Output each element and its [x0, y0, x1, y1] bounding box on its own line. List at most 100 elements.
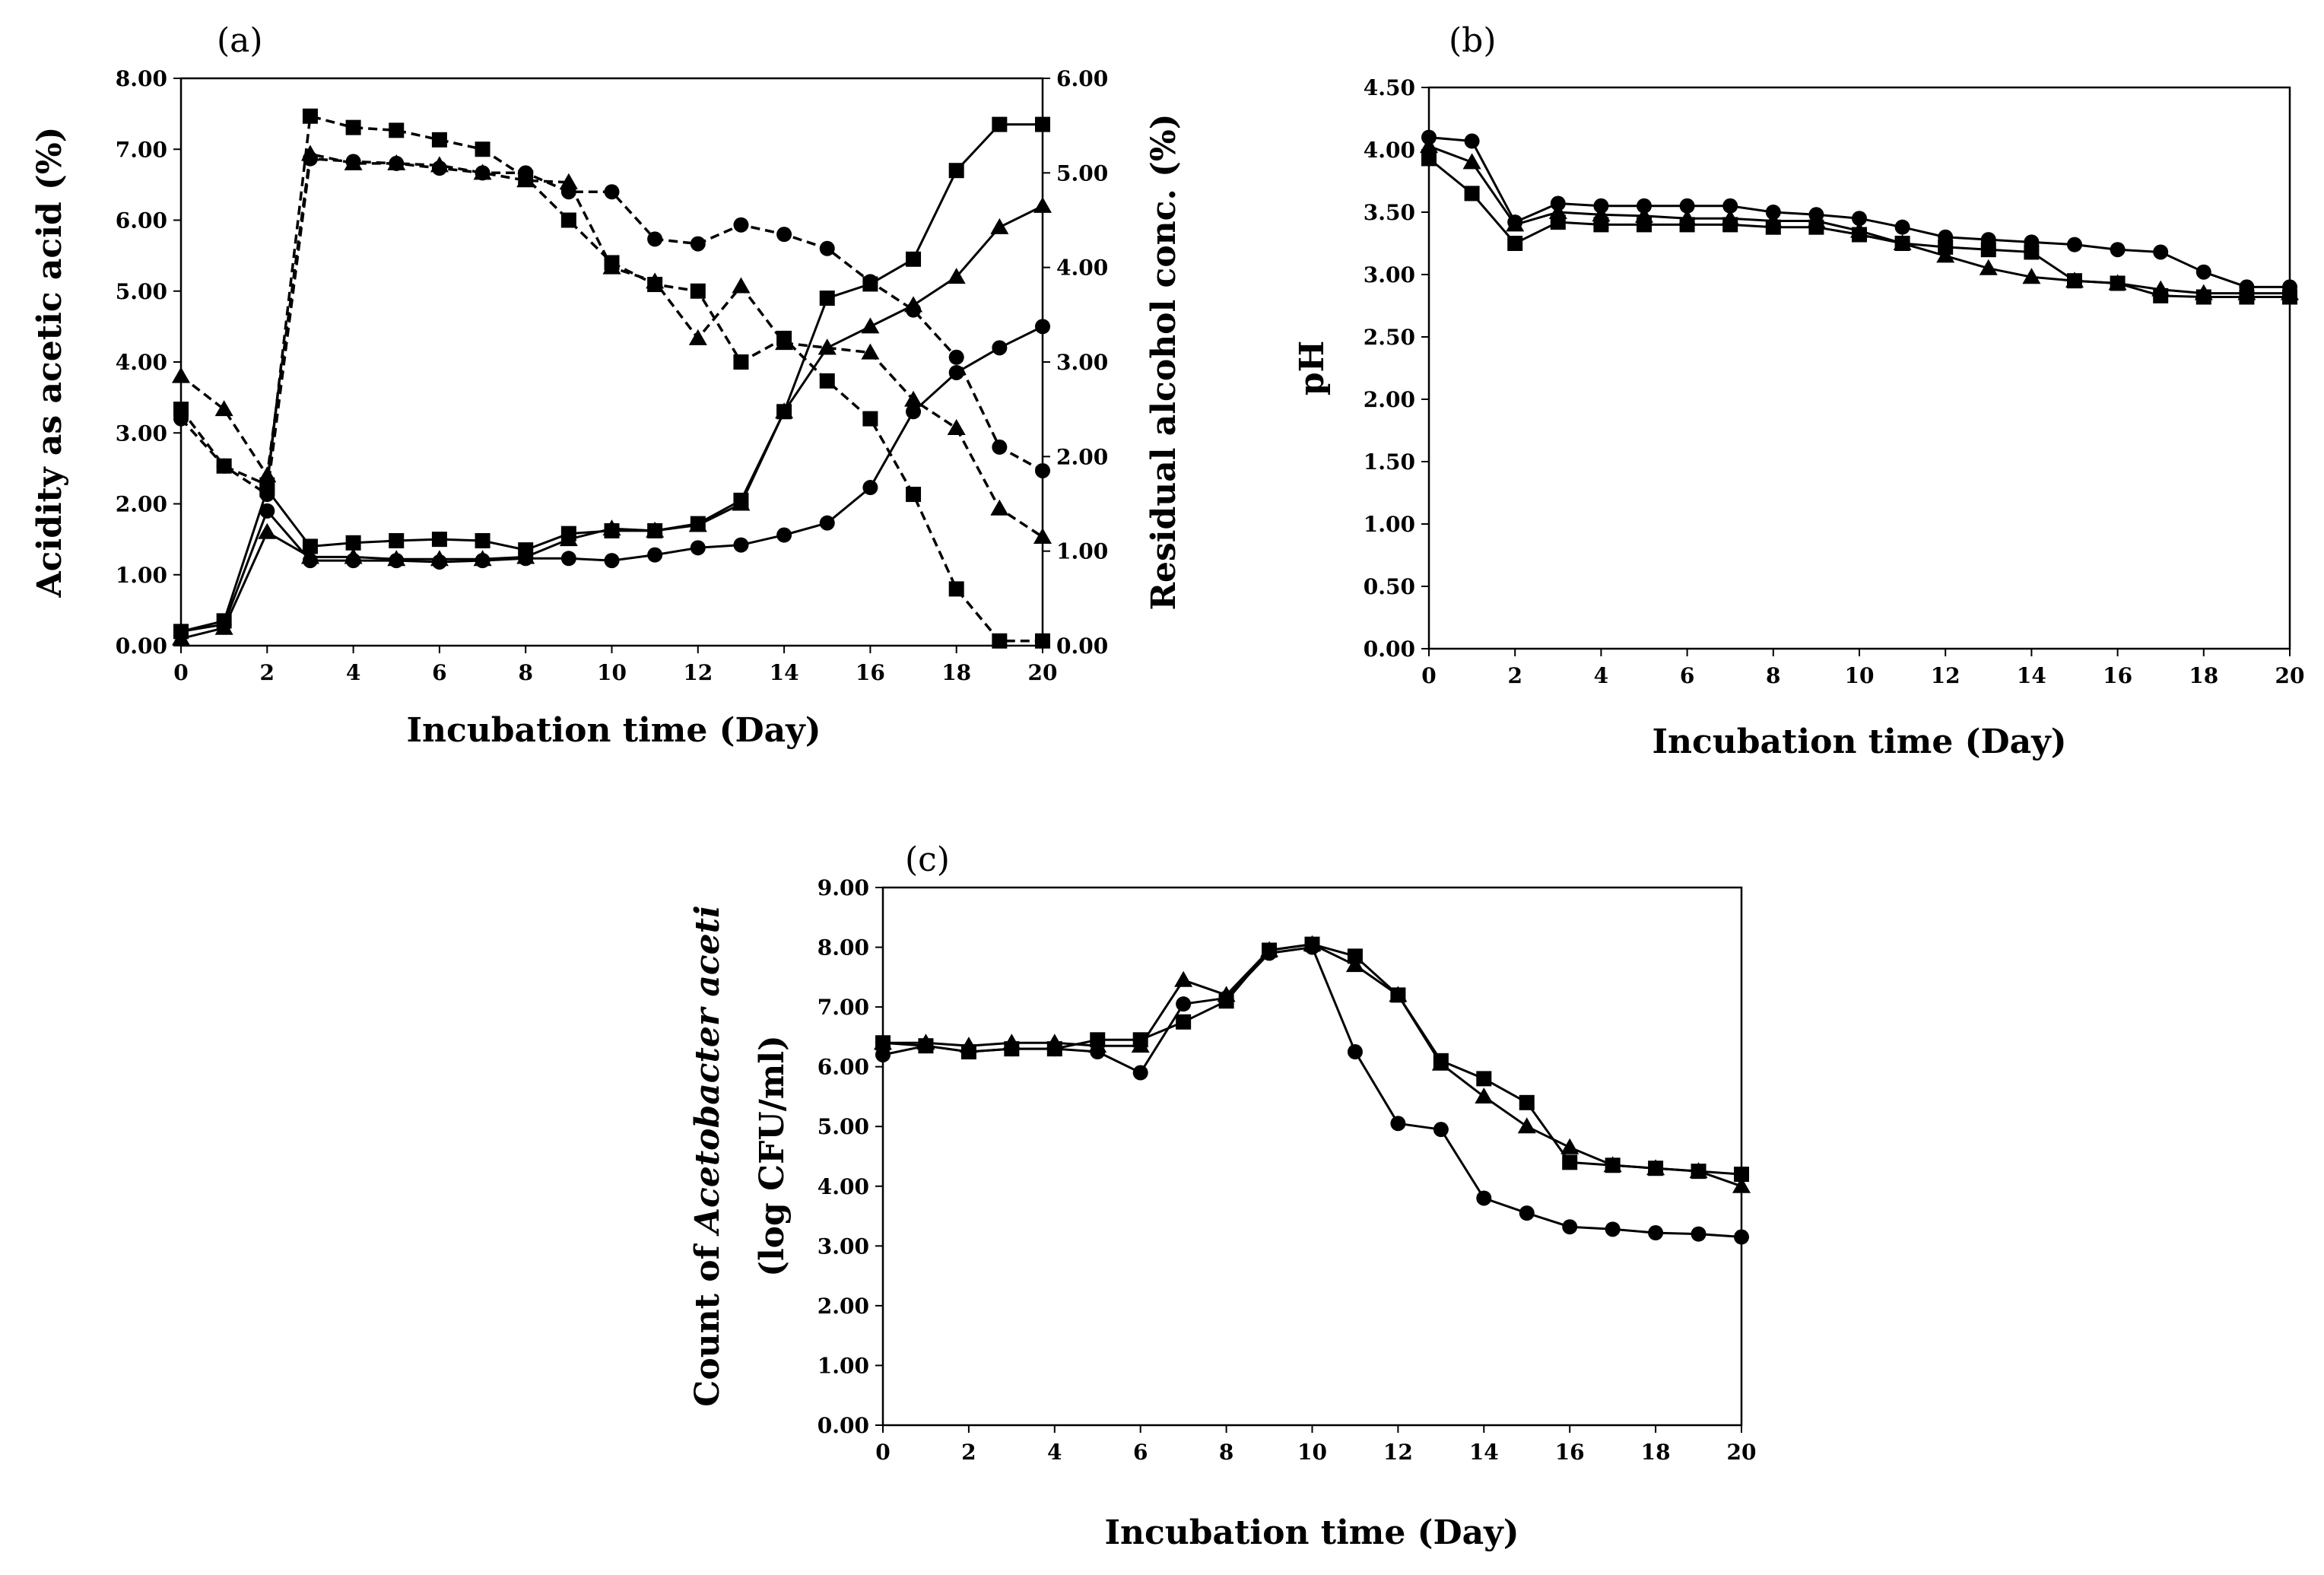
data-point-ph-square	[1808, 219, 1824, 235]
data-point-alcohol-triangle	[214, 400, 233, 417]
series-line-count-circle	[882, 946, 1742, 1238]
data-point-ph-circle	[1852, 211, 1867, 227]
data-point-alcohol-triangle	[904, 390, 923, 407]
data-point-count-square	[1090, 1032, 1106, 1048]
y-tick-label-a: 7.00	[116, 137, 167, 162]
data-point-acidity-triangle	[990, 218, 1009, 234]
x-tick-label-c: 12	[1383, 1440, 1413, 1465]
y-tick-label-b: 0.50	[1364, 574, 1415, 599]
data-point-alcohol-triangle	[732, 277, 751, 294]
x-tick-label-c: 2	[961, 1440, 976, 1465]
data-point-acidity-square	[302, 538, 318, 554]
data-point-alcohol-square	[948, 581, 964, 597]
x-tick-label-b: 0	[1421, 663, 1436, 688]
data-point-ph-square	[2024, 244, 2040, 260]
data-point-alcohol-triangle	[430, 156, 449, 173]
data-point-alcohol-triangle	[818, 338, 837, 355]
data-point-alcohol-square	[819, 373, 835, 389]
y2-tick-label-a: 2.00	[1056, 444, 1108, 469]
data-point-count-circle	[1132, 1065, 1148, 1081]
y-tick-label-b: 1.50	[1364, 449, 1415, 475]
x-tick-label-c: 4	[1047, 1440, 1062, 1465]
data-point-acidity-square	[560, 526, 576, 541]
data-point-alcohol-triangle	[861, 343, 880, 360]
x-tick-label-b: 4	[1594, 663, 1608, 688]
y-tick-label-b: 4.50	[1364, 75, 1415, 100]
data-point-alcohol-circle	[992, 439, 1008, 455]
data-point-alcohol-circle	[647, 231, 663, 247]
data-point-acidity-triangle	[473, 550, 492, 567]
data-point-acidity-circle	[259, 503, 275, 519]
data-point-alcohol-circle	[776, 227, 792, 243]
data-point-acidity-square	[948, 163, 964, 179]
data-point-alcohol-square	[733, 354, 749, 370]
data-point-acidity-circle	[690, 540, 706, 556]
y2-tick-label-a: 6.00	[1056, 66, 1108, 91]
data-point-ph-circle	[2067, 237, 2082, 252]
data-point-acidity-square	[216, 613, 232, 629]
y-tick-label-a: 8.00	[116, 66, 167, 91]
data-point-ph-triangle	[1506, 215, 1525, 232]
data-point-count-square	[1605, 1157, 1621, 1173]
x-tick-label-c: 0	[875, 1440, 890, 1465]
data-point-alcohol-square	[475, 141, 491, 157]
data-point-count-triangle	[1475, 1087, 1494, 1103]
x-tick-label-a: 8	[518, 660, 532, 685]
data-point-alcohol-square	[560, 212, 576, 228]
y-tick-label-a: 0.00	[116, 633, 167, 659]
y-tick-label-a: 3.00	[116, 421, 167, 446]
x-tick-label-b: 18	[2189, 663, 2218, 688]
y-axis-label-c-line1: Count of Acetobacter aceti	[688, 905, 727, 1406]
data-point-acidity-square	[647, 522, 663, 538]
x-tick-label-a: 14	[770, 660, 799, 685]
panel-b-label: (b)	[1449, 21, 1497, 60]
data-point-ph-circle	[1894, 219, 1910, 235]
x-tick-label-b: 20	[2275, 663, 2305, 688]
data-point-count-circle	[1433, 1122, 1449, 1138]
data-point-alcohol-square	[216, 458, 232, 474]
data-point-ph-circle	[2110, 242, 2126, 258]
x-tick-label-c: 10	[1297, 1440, 1327, 1465]
data-point-ph-square	[2110, 275, 2126, 291]
x-axis-label-b: Incubation time (Day)	[1652, 722, 2066, 761]
y2-axis-label-a: Residual alcohol conc. (%)	[1145, 113, 1183, 610]
data-point-ph-circle	[2153, 244, 2169, 260]
data-point-acidity-square	[690, 516, 706, 532]
data-point-count-square	[918, 1038, 934, 1054]
data-point-count-square	[1262, 942, 1278, 958]
y2-tick-label-a: 3.00	[1056, 350, 1108, 375]
data-point-count-square	[1304, 936, 1320, 952]
y-tick-label-c: 9.00	[818, 875, 869, 900]
y-tick-label-c: 3.00	[818, 1234, 869, 1259]
x-tick-label-a: 12	[683, 660, 713, 685]
y-tick-label-c: 8.00	[818, 935, 869, 961]
data-point-acidity-square	[431, 532, 447, 548]
data-point-acidity-triangle	[344, 548, 363, 564]
data-point-alcohol-circle	[948, 349, 964, 365]
x-tick-label-b: 2	[1507, 663, 1522, 688]
data-point-alcohol-square	[690, 283, 706, 299]
plot-frame-b	[1427, 86, 2291, 650]
data-point-count-square	[1691, 1164, 1706, 1180]
data-point-count-square	[1648, 1161, 1664, 1176]
data-point-ph-square	[1765, 219, 1781, 235]
data-point-count-triangle	[1174, 970, 1193, 987]
data-point-alcohol-square	[776, 330, 792, 346]
data-point-ph-square	[1550, 214, 1566, 230]
data-point-alcohol-triangle	[344, 154, 363, 170]
y-tick-label-c: 7.00	[818, 995, 869, 1020]
x-tick-label-b: 14	[2017, 663, 2046, 688]
data-point-ph-square	[2067, 273, 2082, 289]
data-point-alcohol-square	[345, 119, 361, 135]
data-point-acidity-triangle	[300, 548, 319, 564]
data-point-acidity-square	[906, 251, 922, 267]
y-tick-label-b: 1.00	[1364, 512, 1415, 537]
y-tick-label-a: 1.00	[116, 563, 167, 588]
x-axis-label-c: Incubation time (Day)	[1104, 1513, 1519, 1552]
x-tick-label-b: 12	[1931, 663, 1960, 688]
data-point-acidity-square	[475, 532, 491, 548]
data-point-alcohol-square	[259, 477, 275, 493]
data-point-count-circle	[1519, 1205, 1535, 1221]
x-tick-label-b: 16	[2103, 663, 2132, 688]
